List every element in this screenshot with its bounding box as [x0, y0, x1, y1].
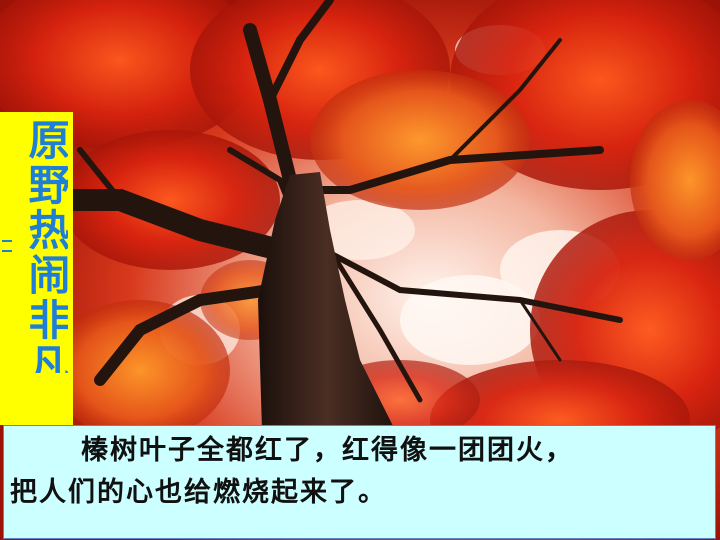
- caption-line-2: 把人们的心也给燃烧起来了。: [10, 477, 387, 508]
- vertical-title-box: 原野热闹非凡: [0, 112, 73, 425]
- title-overflow-mark: [2, 240, 12, 252]
- vertical-title: 原野热闹非凡: [22, 118, 68, 373]
- caption-line-1: 榛树叶子全都红了，红得像一团团火，: [81, 435, 574, 466]
- caption-box: 榛树叶子全都红了，红得像一团团火， 把人们的心也给燃烧起来了。: [3, 425, 716, 539]
